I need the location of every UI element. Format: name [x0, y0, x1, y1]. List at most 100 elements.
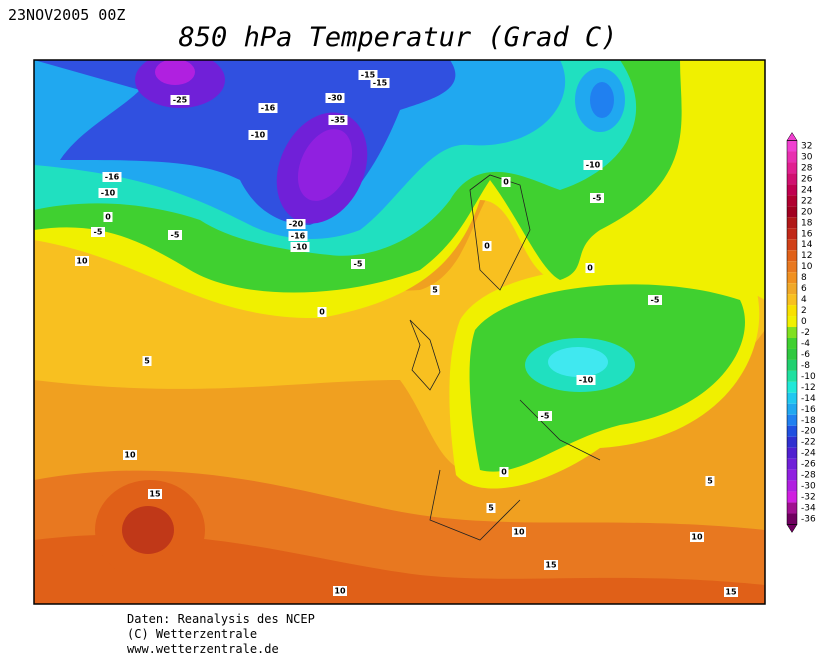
- contour-label-box: [499, 467, 509, 477]
- contour-label-box: [317, 307, 327, 317]
- colorbar-arrow-top: [786, 132, 798, 141]
- colorbar-label: -10: [801, 372, 816, 382]
- colorbar-label: -14: [801, 394, 816, 404]
- contour-label: -16: [261, 104, 276, 113]
- contour-label-box: [325, 93, 345, 103]
- colorbar-label: 30: [801, 152, 813, 162]
- footer-line: www.wetterzentrale.de: [127, 642, 279, 656]
- colorbar-label: -28: [801, 471, 816, 481]
- contour-label: -25: [173, 96, 188, 105]
- contour-label-box: [648, 295, 662, 305]
- colorbar-label: 6: [801, 284, 807, 294]
- colorbar-label: 16: [801, 229, 813, 239]
- map-frame: [33, 59, 766, 605]
- contour-label-box: [248, 130, 268, 140]
- contour-label: -16: [291, 232, 306, 241]
- contour-label: -10: [293, 243, 308, 252]
- contour-label: 0: [319, 308, 325, 317]
- colorbar-swatch: [787, 151, 797, 163]
- contour-label: -35: [331, 116, 346, 125]
- colorbar-label: 4: [801, 295, 807, 305]
- contour-label-box: [91, 227, 105, 237]
- colorbar-label: -6: [801, 350, 810, 360]
- colorbar-swatch: [787, 403, 797, 415]
- contour-label: -10: [579, 376, 594, 385]
- colorbar-swatch: [787, 184, 797, 196]
- colorbar-swatch: [787, 316, 797, 328]
- colorbar-swatch: [787, 228, 797, 240]
- contour-label-box: [103, 212, 113, 222]
- contour-label-box: [142, 356, 152, 366]
- contour-label: 0: [484, 242, 490, 251]
- colorbar-swatch: [787, 217, 797, 229]
- colorbar-swatch: [787, 381, 797, 393]
- colorbar-swatch: [787, 458, 797, 470]
- colorbar-swatch: [787, 502, 797, 514]
- colorbar-label: -36: [801, 515, 816, 525]
- contour-label: -5: [651, 296, 660, 305]
- contour-label-box: [170, 95, 190, 105]
- contour-label: -20: [289, 220, 304, 229]
- contour-label: 10: [691, 533, 703, 542]
- contour-label: -5: [593, 194, 602, 203]
- contour-label: 0: [503, 178, 509, 187]
- colorbar-swatch: [787, 195, 797, 207]
- colorbar-label: 26: [801, 174, 813, 184]
- date: 23NOV2005 00Z: [8, 6, 125, 24]
- colorbar-label: 32: [801, 142, 812, 152]
- contour-label-box: [75, 256, 89, 266]
- colorbar-swatch: [787, 173, 797, 185]
- colorbar-swatch: [787, 294, 797, 306]
- colorbar-swatch: [787, 337, 797, 349]
- contour-label-box: [512, 527, 526, 537]
- colorbar-swatch: [787, 425, 797, 437]
- colorbar-swatch: [787, 272, 797, 284]
- colorbar-label: 28: [801, 163, 813, 173]
- contour-label-box: [168, 230, 182, 240]
- colorbar-label: 12: [801, 251, 812, 261]
- colorbar-label: 8: [801, 273, 807, 283]
- contour-label-box: [290, 242, 310, 252]
- contour-label: 15: [725, 588, 737, 597]
- colorbar-swatch: [787, 414, 797, 426]
- colorbar-label: 22: [801, 196, 812, 206]
- colorbar-swatch: [787, 162, 797, 174]
- colorbar-swatch: [787, 239, 797, 251]
- contour-label: 10: [334, 587, 346, 596]
- contour-label: 15: [545, 561, 557, 570]
- contour-label-box: [333, 586, 347, 596]
- colorbar-label: -22: [801, 438, 816, 448]
- contour-label: 0: [105, 213, 111, 222]
- colorbar-label: 14: [801, 240, 813, 250]
- contour-label-box: [288, 231, 308, 241]
- contour-label: -5: [171, 231, 180, 240]
- colorbar-label: 20: [801, 207, 813, 217]
- colorbar-label: -2: [801, 328, 810, 338]
- contour-label-box: [538, 411, 552, 421]
- colorbar-swatch: [787, 261, 797, 273]
- contour-label: -10: [586, 161, 601, 170]
- colorbar-swatch: [787, 327, 797, 338]
- contour-label-box: [705, 476, 715, 486]
- colorbar-swatch: [787, 447, 797, 459]
- contour-label-box: [724, 587, 738, 597]
- contour-label-box: [358, 70, 378, 80]
- contour-label: -10: [251, 131, 266, 140]
- colorbar-swatch: [787, 491, 797, 503]
- colorbar-label: -12: [801, 383, 816, 393]
- colorbar-swatch: [787, 480, 797, 492]
- contour-label-box: [328, 115, 348, 125]
- colorbar-frame: [786, 140, 798, 525]
- contour-label-box: [148, 489, 162, 499]
- colorbar-swatch: [787, 469, 797, 481]
- colorbar-label: -8: [801, 361, 810, 371]
- colorbar-swatch: [787, 206, 797, 218]
- colorbar-label: -24: [801, 449, 816, 459]
- contour-label-box: [430, 285, 440, 295]
- colorbar-swatch: [787, 359, 797, 371]
- contour-label-box: [351, 259, 365, 269]
- contour-label-box: [690, 532, 704, 542]
- contour-label: -5: [354, 260, 363, 269]
- contour-label: 10: [76, 257, 88, 266]
